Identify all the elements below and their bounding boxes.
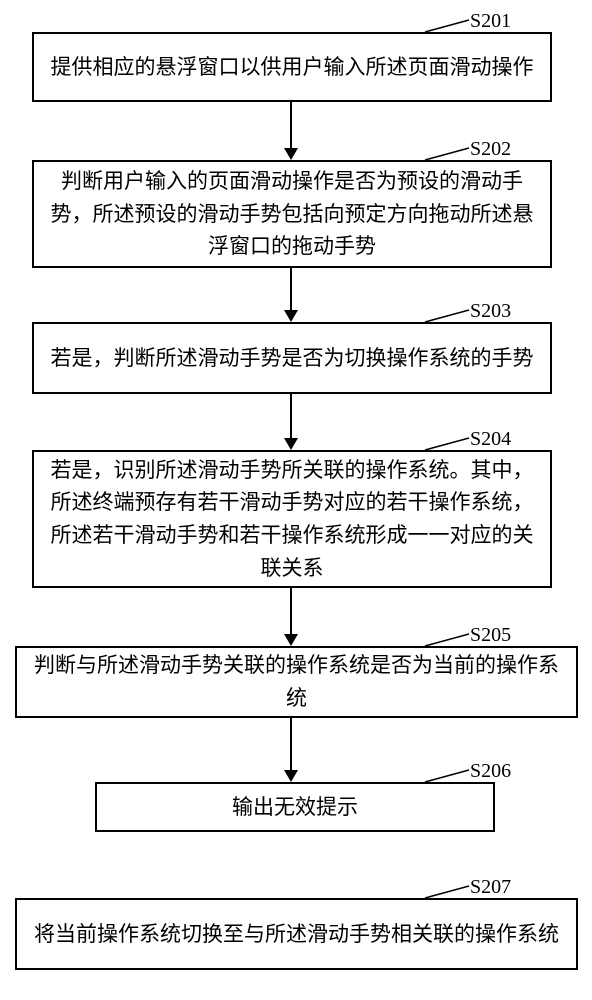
step-text: 判断与所述滑动手势关联的操作系统是否为当前的操作系统 <box>31 649 562 714</box>
connector <box>290 588 292 634</box>
step-label-s203: S203 <box>470 300 511 323</box>
step-text: 将当前操作系统切换至与所述滑动手势相关联的操作系统 <box>34 918 559 951</box>
step-s206: 输出无效提示 <box>95 782 495 832</box>
step-label-s205: S205 <box>470 624 511 647</box>
step-label-s204: S204 <box>470 428 511 451</box>
step-s207: 将当前操作系统切换至与所述滑动手势相关联的操作系统 <box>15 898 578 970</box>
step-label-s202: S202 <box>470 138 511 161</box>
step-text: 若是，判断所述滑动手势是否为切换操作系统的手势 <box>51 342 534 375</box>
step-s204: 若是，识别所述滑动手势所关联的操作系统。其中，所述终端预存有若干滑动手势对应的若… <box>32 450 552 588</box>
arrow-head-icon <box>284 770 298 782</box>
arrow-head-icon <box>284 310 298 322</box>
arrow-head-icon <box>284 438 298 450</box>
flowchart-canvas: 提供相应的悬浮窗口以供用户输入所述页面滑动操作 S201 判断用户输入的页面滑动… <box>0 0 592 1000</box>
step-s203: 若是，判断所述滑动手势是否为切换操作系统的手势 <box>32 322 552 394</box>
step-label-s207: S207 <box>470 876 511 899</box>
step-text: 输出无效提示 <box>232 791 358 824</box>
step-label-s206: S206 <box>470 760 511 783</box>
connector <box>290 268 292 310</box>
step-text: 判断用户输入的页面滑动操作是否为预设的滑动手势，所述预设的滑动手势包括向预定方向… <box>48 165 536 263</box>
step-s202: 判断用户输入的页面滑动操作是否为预设的滑动手势，所述预设的滑动手势包括向预定方向… <box>32 160 552 268</box>
step-text: 提供相应的悬浮窗口以供用户输入所述页面滑动操作 <box>51 51 534 84</box>
connector <box>290 394 292 438</box>
step-text: 若是，识别所述滑动手势所关联的操作系统。其中，所述终端预存有若干滑动手势对应的若… <box>48 454 536 584</box>
connector <box>290 718 292 770</box>
arrow-head-icon <box>284 634 298 646</box>
step-s205: 判断与所述滑动手势关联的操作系统是否为当前的操作系统 <box>15 646 578 718</box>
step-label-s201: S201 <box>470 10 511 33</box>
step-s201: 提供相应的悬浮窗口以供用户输入所述页面滑动操作 <box>32 32 552 102</box>
connector <box>290 102 292 148</box>
arrow-head-icon <box>284 148 298 160</box>
